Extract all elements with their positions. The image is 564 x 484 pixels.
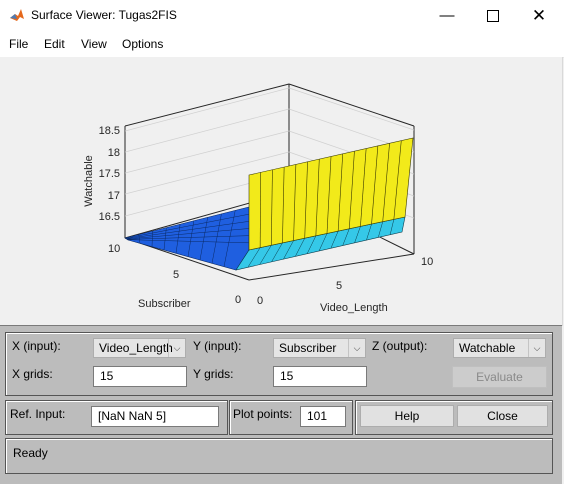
plot-points-frame (229, 400, 353, 435)
title-bar: Surface Viewer: Tugas2FIS — ✕ (0, 0, 564, 31)
mesh-line (378, 221, 383, 238)
mesh-line (125, 213, 250, 239)
menu-options[interactable]: Options (122, 37, 164, 51)
mesh-line (318, 233, 328, 252)
mesh-line (304, 161, 308, 239)
ref-input-frame (5, 400, 228, 435)
y-axis-label: Subscriber (138, 298, 191, 310)
evaluate-button[interactable]: Evaluate (452, 366, 547, 388)
window-title: Surface Viewer: Tugas2FIS (31, 8, 177, 22)
z-tick-label: 17 (108, 190, 120, 202)
menu-view[interactable]: View (81, 37, 107, 51)
chevron-down-icon: ⌵ (168, 339, 185, 357)
y-tick-label: 0 (235, 294, 241, 306)
status-text: Ready (13, 446, 48, 460)
mesh-line (259, 245, 272, 265)
y-input-select[interactable]: Subscriber ⌵ (273, 338, 366, 358)
minimize-icon[interactable]: — (439, 7, 455, 24)
mesh-line (354, 226, 361, 243)
mesh-line (282, 167, 285, 243)
z-tick-label: 17.5 (99, 168, 120, 180)
plot-points-field[interactable]: 101 (300, 406, 346, 427)
mesh-line (125, 221, 250, 239)
mesh-line (326, 156, 332, 234)
x-input-label: X (input): (12, 339, 61, 353)
maximize-icon[interactable] (470, 0, 516, 31)
surface-plot-area: 18.5 18 17.5 17 16.5 10 5 0 0 5 10 Watch… (0, 57, 563, 326)
x-tick-label: 5 (336, 280, 342, 292)
mesh-line (342, 228, 350, 246)
mesh-line (247, 247, 261, 268)
z-output-label: Z (output): (372, 339, 428, 353)
close-icon[interactable]: ✕ (531, 5, 547, 25)
mesh-line (223, 210, 236, 267)
matlab-logo-icon (9, 7, 25, 23)
help-button[interactable]: Help (360, 405, 454, 427)
status-frame (5, 438, 553, 474)
mesh-line (348, 151, 355, 229)
x-axis-label: Video_Length (320, 302, 388, 314)
y-tick-label: 5 (173, 269, 179, 281)
y-grids-field[interactable]: 15 (273, 366, 367, 387)
mesh-line (295, 238, 305, 257)
mesh-line (366, 223, 372, 241)
mesh-line (293, 164, 297, 241)
ref-input-field[interactable]: [NaN NaN 5] (91, 406, 219, 427)
menu-bar: File Edit View Options (0, 31, 564, 58)
y-input-label: Y (input): (193, 339, 242, 353)
z-tick-label: 16.5 (99, 211, 120, 223)
mesh-line (360, 148, 367, 227)
chevron-down-icon: ⌵ (528, 339, 545, 357)
mesh-line (330, 231, 339, 249)
mesh-line (151, 231, 153, 247)
x-grids-label: X grids: (12, 367, 53, 381)
z-axis-label: Watchable (83, 155, 95, 207)
surface-plot[interactable]: 18.5 18 17.5 17 16.5 10 5 0 0 5 10 Watch… (0, 57, 562, 326)
mesh-line (270, 169, 273, 246)
mesh-line (283, 240, 294, 260)
x-grids-field[interactable]: 15 (93, 366, 187, 387)
mesh-line (163, 227, 167, 251)
mesh-line (126, 228, 250, 240)
control-panel: X (input): Video_Length ⌵ Y (input): Subs… (0, 325, 562, 484)
z-tick-label: 18.5 (99, 125, 120, 137)
buttons-frame (355, 400, 553, 435)
mesh-line (127, 239, 250, 244)
mesh-line (126, 235, 250, 240)
menu-file[interactable]: File (9, 37, 29, 51)
plot-points-label: Plot points: (233, 407, 293, 421)
ref-input-label: Ref. Input: (10, 407, 66, 421)
mesh-line (315, 159, 320, 236)
x-tick-label: 10 (421, 256, 433, 268)
mesh-line (393, 140, 402, 220)
mesh-line (389, 219, 395, 235)
mesh-line (259, 172, 262, 248)
mesh-line (187, 220, 195, 257)
z-output-select[interactable]: Watchable ⌵ (453, 338, 546, 358)
menu-edit[interactable]: Edit (44, 37, 65, 51)
mesh-line (199, 217, 208, 261)
mesh-line (211, 213, 222, 264)
axes-frame (5, 332, 553, 396)
x-tick-label: 0 (257, 295, 263, 307)
mesh-line (306, 235, 317, 254)
mesh-line (271, 242, 283, 262)
mesh-line (382, 143, 390, 222)
x-input-select[interactable]: Video_Length ⌵ (93, 338, 186, 358)
mesh-line (371, 145, 379, 225)
y-tick-label: 10 (108, 243, 120, 255)
mesh-line (337, 153, 344, 232)
close-button[interactable]: Close (457, 405, 548, 427)
mesh-line (175, 224, 181, 254)
z-tick-label: 18 (108, 147, 120, 159)
chevron-down-icon: ⌵ (348, 339, 365, 357)
y-grids-label: Y grids: (193, 367, 234, 381)
